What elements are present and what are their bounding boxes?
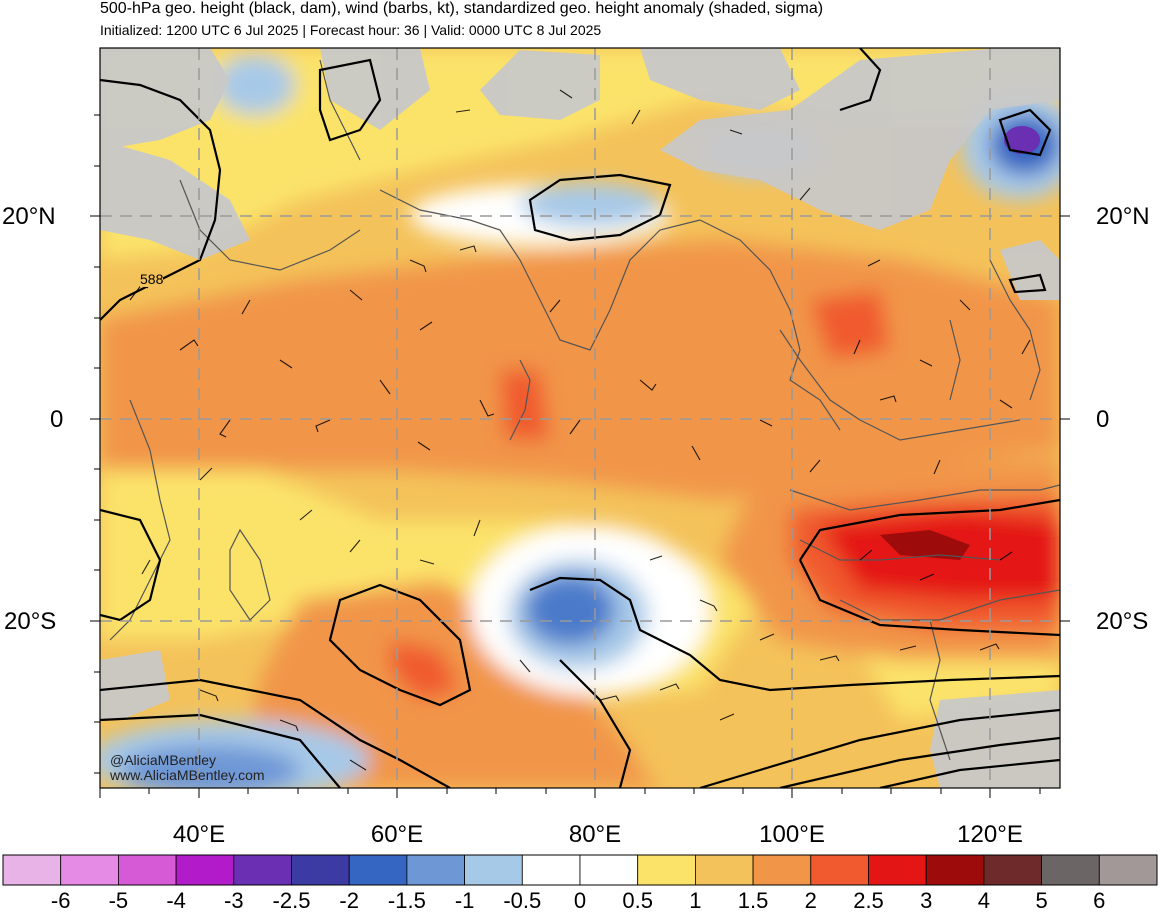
colorbar-label: 6 (1093, 888, 1106, 913)
lat-label-20n-left: 20°N (2, 203, 56, 230)
lon-label-40e: 40°E (172, 821, 226, 848)
lat-label-20n-right: 20°N (1096, 203, 1150, 230)
lon-label-60e: 60°E (370, 821, 424, 848)
colorbar-label: 0 (573, 888, 587, 913)
lat-label-20s-right: 20°S (1096, 608, 1149, 635)
lat-label-0-left: 0 (50, 406, 64, 433)
colorbar-label: -6 (50, 888, 71, 913)
colorbar-label: -2 (339, 888, 359, 913)
colorbar-label: -4 (166, 888, 186, 913)
colorbar-label: -3 (224, 888, 244, 913)
map-title: 500-hPa geo. height (black, dam), wind (… (100, 0, 824, 17)
colorbar-label: -1 (454, 888, 475, 913)
map-subtitle: Initialized: 1200 UTC 6 Jul 2025 | Forec… (100, 22, 602, 38)
colorbar-label: 0.5 (622, 888, 653, 913)
credit-handle: @AliciaMBentley (110, 752, 217, 768)
colorbar-label: 5 (1035, 888, 1048, 913)
lat-label-0-right: 0 (1096, 406, 1110, 433)
colorbar-label: -0.5 (503, 888, 542, 913)
colorbar-label: -5 (108, 888, 129, 913)
colorbar-label: 4 (977, 888, 991, 913)
contour-label-588: 588 (140, 271, 164, 287)
colorbar-label: 3 (920, 888, 933, 913)
lon-label-80e: 80°E (568, 821, 622, 848)
colorbar-label: 1 (689, 888, 702, 913)
lat-label-20s-left: 20°S (4, 608, 57, 635)
colorbar-label: -2.5 (272, 888, 311, 913)
colorbar-label: 2 (804, 888, 817, 913)
lon-label-120e: 120°E (957, 821, 1023, 848)
colorbar-label: 2.5 (853, 888, 884, 913)
lon-label-100e: 100°E (759, 821, 825, 848)
colorbar-label: 1.5 (737, 888, 769, 913)
colorbar-label: -1.5 (387, 888, 426, 913)
credit-website: www.AliciaMBentley.com (110, 767, 265, 783)
